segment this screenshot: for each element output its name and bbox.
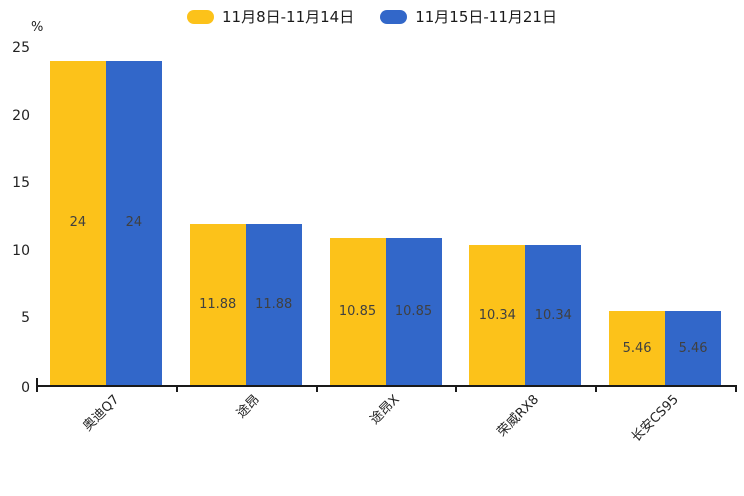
bar-series2[interactable]: 24 (105, 60, 162, 385)
bar-series2[interactable]: 11.88 (245, 224, 302, 385)
bar-series1[interactable]: 24 (49, 60, 106, 385)
bar-value-label: 10.85 (394, 304, 433, 320)
bar-value-label: 24 (125, 215, 143, 231)
bar-value-label: 5.46 (678, 340, 708, 356)
x-axis-tick (315, 387, 318, 392)
bar-value-label: 11.88 (199, 297, 237, 313)
legend-label: 11月15日-11月21日 (415, 7, 557, 26)
chart-legend: 11月8日-11月14日 11月15日-11月21日 (0, 6, 744, 28)
bar-series1[interactable]: 11.88 (189, 224, 246, 385)
bar-value-label: 10.85 (338, 304, 377, 320)
x-axis-category-label: 荣威RX8 (494, 392, 543, 440)
bar-series1[interactable]: 5.46 (609, 311, 666, 385)
x-axis-tick (36, 387, 38, 392)
y-axis-tick-label: 20 (12, 107, 30, 124)
bar-series2[interactable]: 10.34 (525, 245, 582, 385)
y-axis-unit-label: % (31, 20, 44, 35)
y-axis-tick-label: 25 (12, 40, 30, 57)
x-axis-line (36, 385, 737, 387)
legend-item[interactable]: 11月8日-11月14日 (187, 7, 355, 26)
x-axis-category-label: 奥迪Q7 (80, 392, 123, 435)
legend-label: 11月8日-11月14日 (222, 7, 355, 26)
x-axis-category-label: 长安CS95 (629, 392, 683, 446)
y-axis-tick-label: 5 (21, 310, 30, 327)
bar-series2[interactable]: 5.46 (665, 311, 722, 385)
y-axis-tick-label: 15 (12, 175, 30, 192)
x-axis-tick (595, 387, 598, 392)
bar-value-label: 10.34 (478, 307, 516, 323)
x-axis-category-label: 途昂 (233, 392, 263, 422)
legend-swatch-icon (187, 10, 214, 24)
bar-value-label: 11.88 (255, 297, 293, 313)
x-axis-category-label: 途昂X (367, 392, 403, 428)
y-axis-tick-label: 10 (12, 242, 30, 259)
legend-swatch-icon (380, 10, 408, 24)
x-axis-tick (175, 387, 178, 392)
bar-value-label: 10.34 (534, 307, 572, 323)
x-axis-tick (455, 387, 458, 392)
bar-value-label: 5.46 (622, 340, 652, 356)
y-axis-spine (36, 378, 38, 385)
bar-series2[interactable]: 10.85 (385, 238, 442, 385)
bar-value-label: 24 (69, 215, 87, 231)
y-axis-tick-label: 0 (21, 380, 30, 396)
x-axis-tick (735, 387, 737, 392)
bar-series1[interactable]: 10.85 (329, 238, 386, 385)
legend-item[interactable]: 11月15日-11月21日 (380, 7, 557, 26)
bar-series1[interactable]: 10.34 (469, 245, 526, 385)
